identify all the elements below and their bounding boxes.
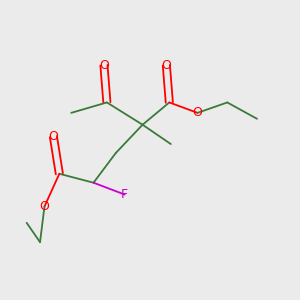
Text: O: O <box>193 106 202 119</box>
Text: O: O <box>49 130 58 143</box>
Text: O: O <box>161 59 171 72</box>
Text: F: F <box>121 188 128 201</box>
Text: O: O <box>40 200 50 213</box>
Text: O: O <box>99 59 109 72</box>
